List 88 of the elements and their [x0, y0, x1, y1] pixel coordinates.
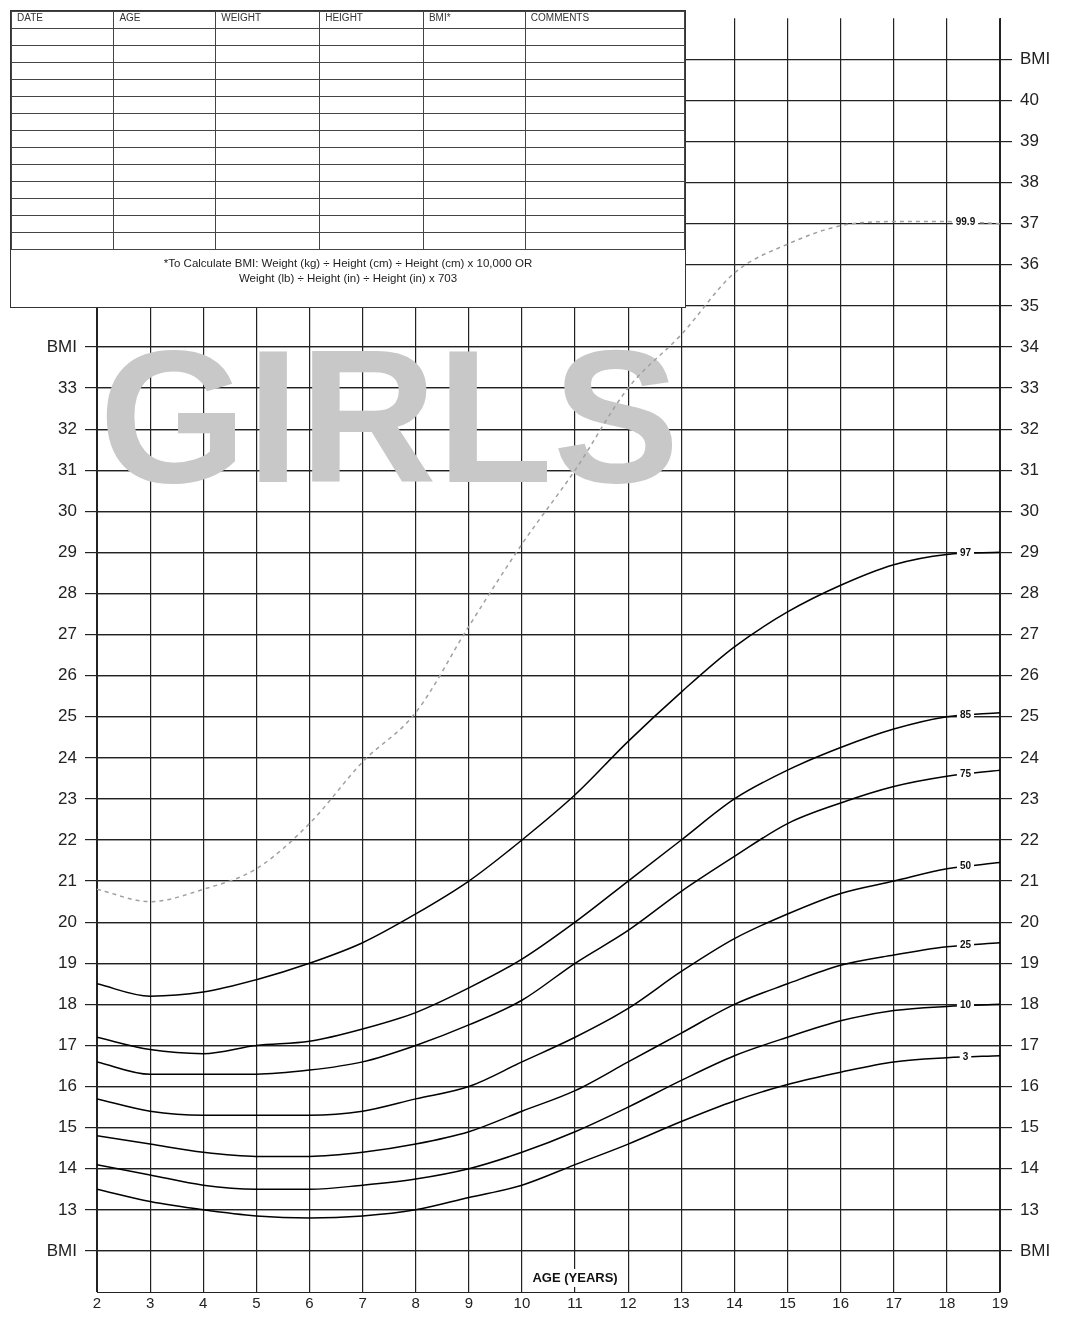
y-tick-label: 27: [58, 624, 77, 644]
annotation: AGE: [113, 11, 216, 29]
y2-tick-label: 36: [1020, 254, 1039, 274]
x-tick-label: 19: [991, 1294, 1009, 1312]
y-tick-label: 24: [58, 747, 77, 767]
text: DATE: [17, 12, 43, 23]
series-label: 75: [959, 767, 972, 779]
x-tick-label: 2: [92, 1294, 102, 1312]
y2-tick-label: 13: [1020, 1199, 1039, 1219]
x-tick-label: 8: [411, 1294, 420, 1312]
y2-tick-label: 15: [1020, 1117, 1039, 1137]
y2-tick-label: 34: [1020, 336, 1039, 356]
annotation: COMMENTS: [525, 11, 685, 29]
y2-tick-label: 39: [1020, 131, 1039, 151]
y-tick-label: 23: [58, 788, 77, 808]
x-tick-label: 11: [567, 1294, 583, 1312]
annotation: Weight (lb) ÷ Height (in) ÷ Height (in) x 703: [237, 271, 459, 286]
y-tick-label: 17: [58, 1035, 77, 1055]
x-tick-label: 9: [464, 1294, 473, 1312]
y2-tick-label: 35: [1020, 295, 1039, 315]
x-tick-label: 15: [779, 1294, 796, 1312]
annotation: HEIGHT: [319, 11, 424, 29]
y2-tick-label: 22: [1020, 829, 1039, 849]
y-tick-label: 25: [58, 706, 77, 726]
y2-tick-label: 18: [1020, 994, 1039, 1014]
y2-tick-label: 37: [1020, 213, 1039, 233]
y-tick-label: 15: [58, 1117, 77, 1137]
y-tick-label: 28: [58, 583, 77, 603]
x-tick-label: 14: [726, 1294, 743, 1312]
y2-tick-label: 17: [1020, 1035, 1039, 1055]
annotation: *To Calculate BMI: Weight (kg) ÷ Height (cm) ÷ Height (cm) x 10,000 OR: [162, 256, 534, 271]
series-label: 50: [959, 860, 972, 872]
y2-tick-label: 24: [1020, 747, 1039, 767]
x-axis-title: AGE (YEARS): [532, 1269, 618, 1285]
y2-tick-label: 31: [1020, 459, 1039, 479]
x-tick-label: 12: [619, 1294, 637, 1312]
y2-tick-label: 32: [1020, 418, 1039, 438]
y-tick-label: 22: [58, 829, 77, 849]
y-tick-label: 32: [58, 418, 77, 438]
y2-tick-label: 38: [1020, 172, 1039, 192]
y-tick-label: 13: [58, 1199, 77, 1219]
y2-tick-label: 40: [1020, 90, 1039, 110]
y2-tick-label: 25: [1020, 706, 1039, 726]
y2-tick-label: 33: [1020, 377, 1039, 397]
y2-tick-label: 30: [1020, 500, 1039, 520]
series-label: 85: [959, 709, 972, 721]
y-tick-label: 19: [58, 952, 77, 972]
x-tick-label: 4: [199, 1294, 208, 1312]
annotation: BMI*: [423, 11, 526, 29]
y2-tick-label: 29: [1020, 542, 1039, 562]
y2-tick-label: 16: [1020, 1076, 1039, 1096]
y-tick-label: BMI: [46, 1240, 77, 1260]
y-tick-label: 31: [58, 459, 77, 479]
y2-tick-label: 14: [1020, 1158, 1039, 1178]
y-tick-label: 30: [58, 500, 77, 520]
y2-tick-label: 28: [1020, 583, 1039, 603]
y2-tick-label: BMI: [1020, 48, 1051, 68]
y-tick-label: 14: [58, 1158, 77, 1178]
y2-tick-label: 19: [1020, 952, 1039, 972]
series-label: 97: [959, 547, 972, 559]
y2-tick-label: BMI: [1020, 1240, 1051, 1260]
y-tick-label: 20: [58, 911, 77, 931]
y2-tick-label: 26: [1020, 665, 1039, 685]
y2-tick-label: 20: [1020, 911, 1039, 931]
annotation: WEIGHT: [215, 11, 320, 29]
x-tick-label: 17: [885, 1294, 903, 1312]
series-label: 25: [959, 939, 972, 951]
series-label: 10: [959, 999, 972, 1011]
y-tick-label: 29: [58, 542, 77, 562]
y-tick-label: 21: [58, 870, 77, 890]
x-tick-label: 6: [305, 1294, 314, 1312]
y2-tick-label: 23: [1020, 788, 1039, 808]
x-tick-label: 3: [145, 1294, 155, 1312]
series-label: 3: [962, 1050, 969, 1062]
series-label: 99.9: [955, 216, 976, 228]
x-tick-label: 10: [513, 1294, 531, 1312]
x-tick-label: 7: [358, 1294, 367, 1312]
x-tick-label: 16: [832, 1294, 849, 1312]
x-tick-label: 5: [252, 1294, 261, 1312]
y-tick-label: 26: [58, 665, 77, 685]
y-tick-label: 18: [58, 994, 77, 1014]
x-tick-label: 18: [938, 1294, 956, 1312]
y-tick-label: BMI: [46, 336, 77, 356]
x-tick-label: 13: [672, 1294, 690, 1312]
y2-tick-label: 21: [1020, 870, 1039, 890]
y-tick-label: 16: [58, 1076, 77, 1096]
y-tick-label: 33: [58, 377, 77, 397]
y2-tick-label: 27: [1020, 624, 1039, 644]
